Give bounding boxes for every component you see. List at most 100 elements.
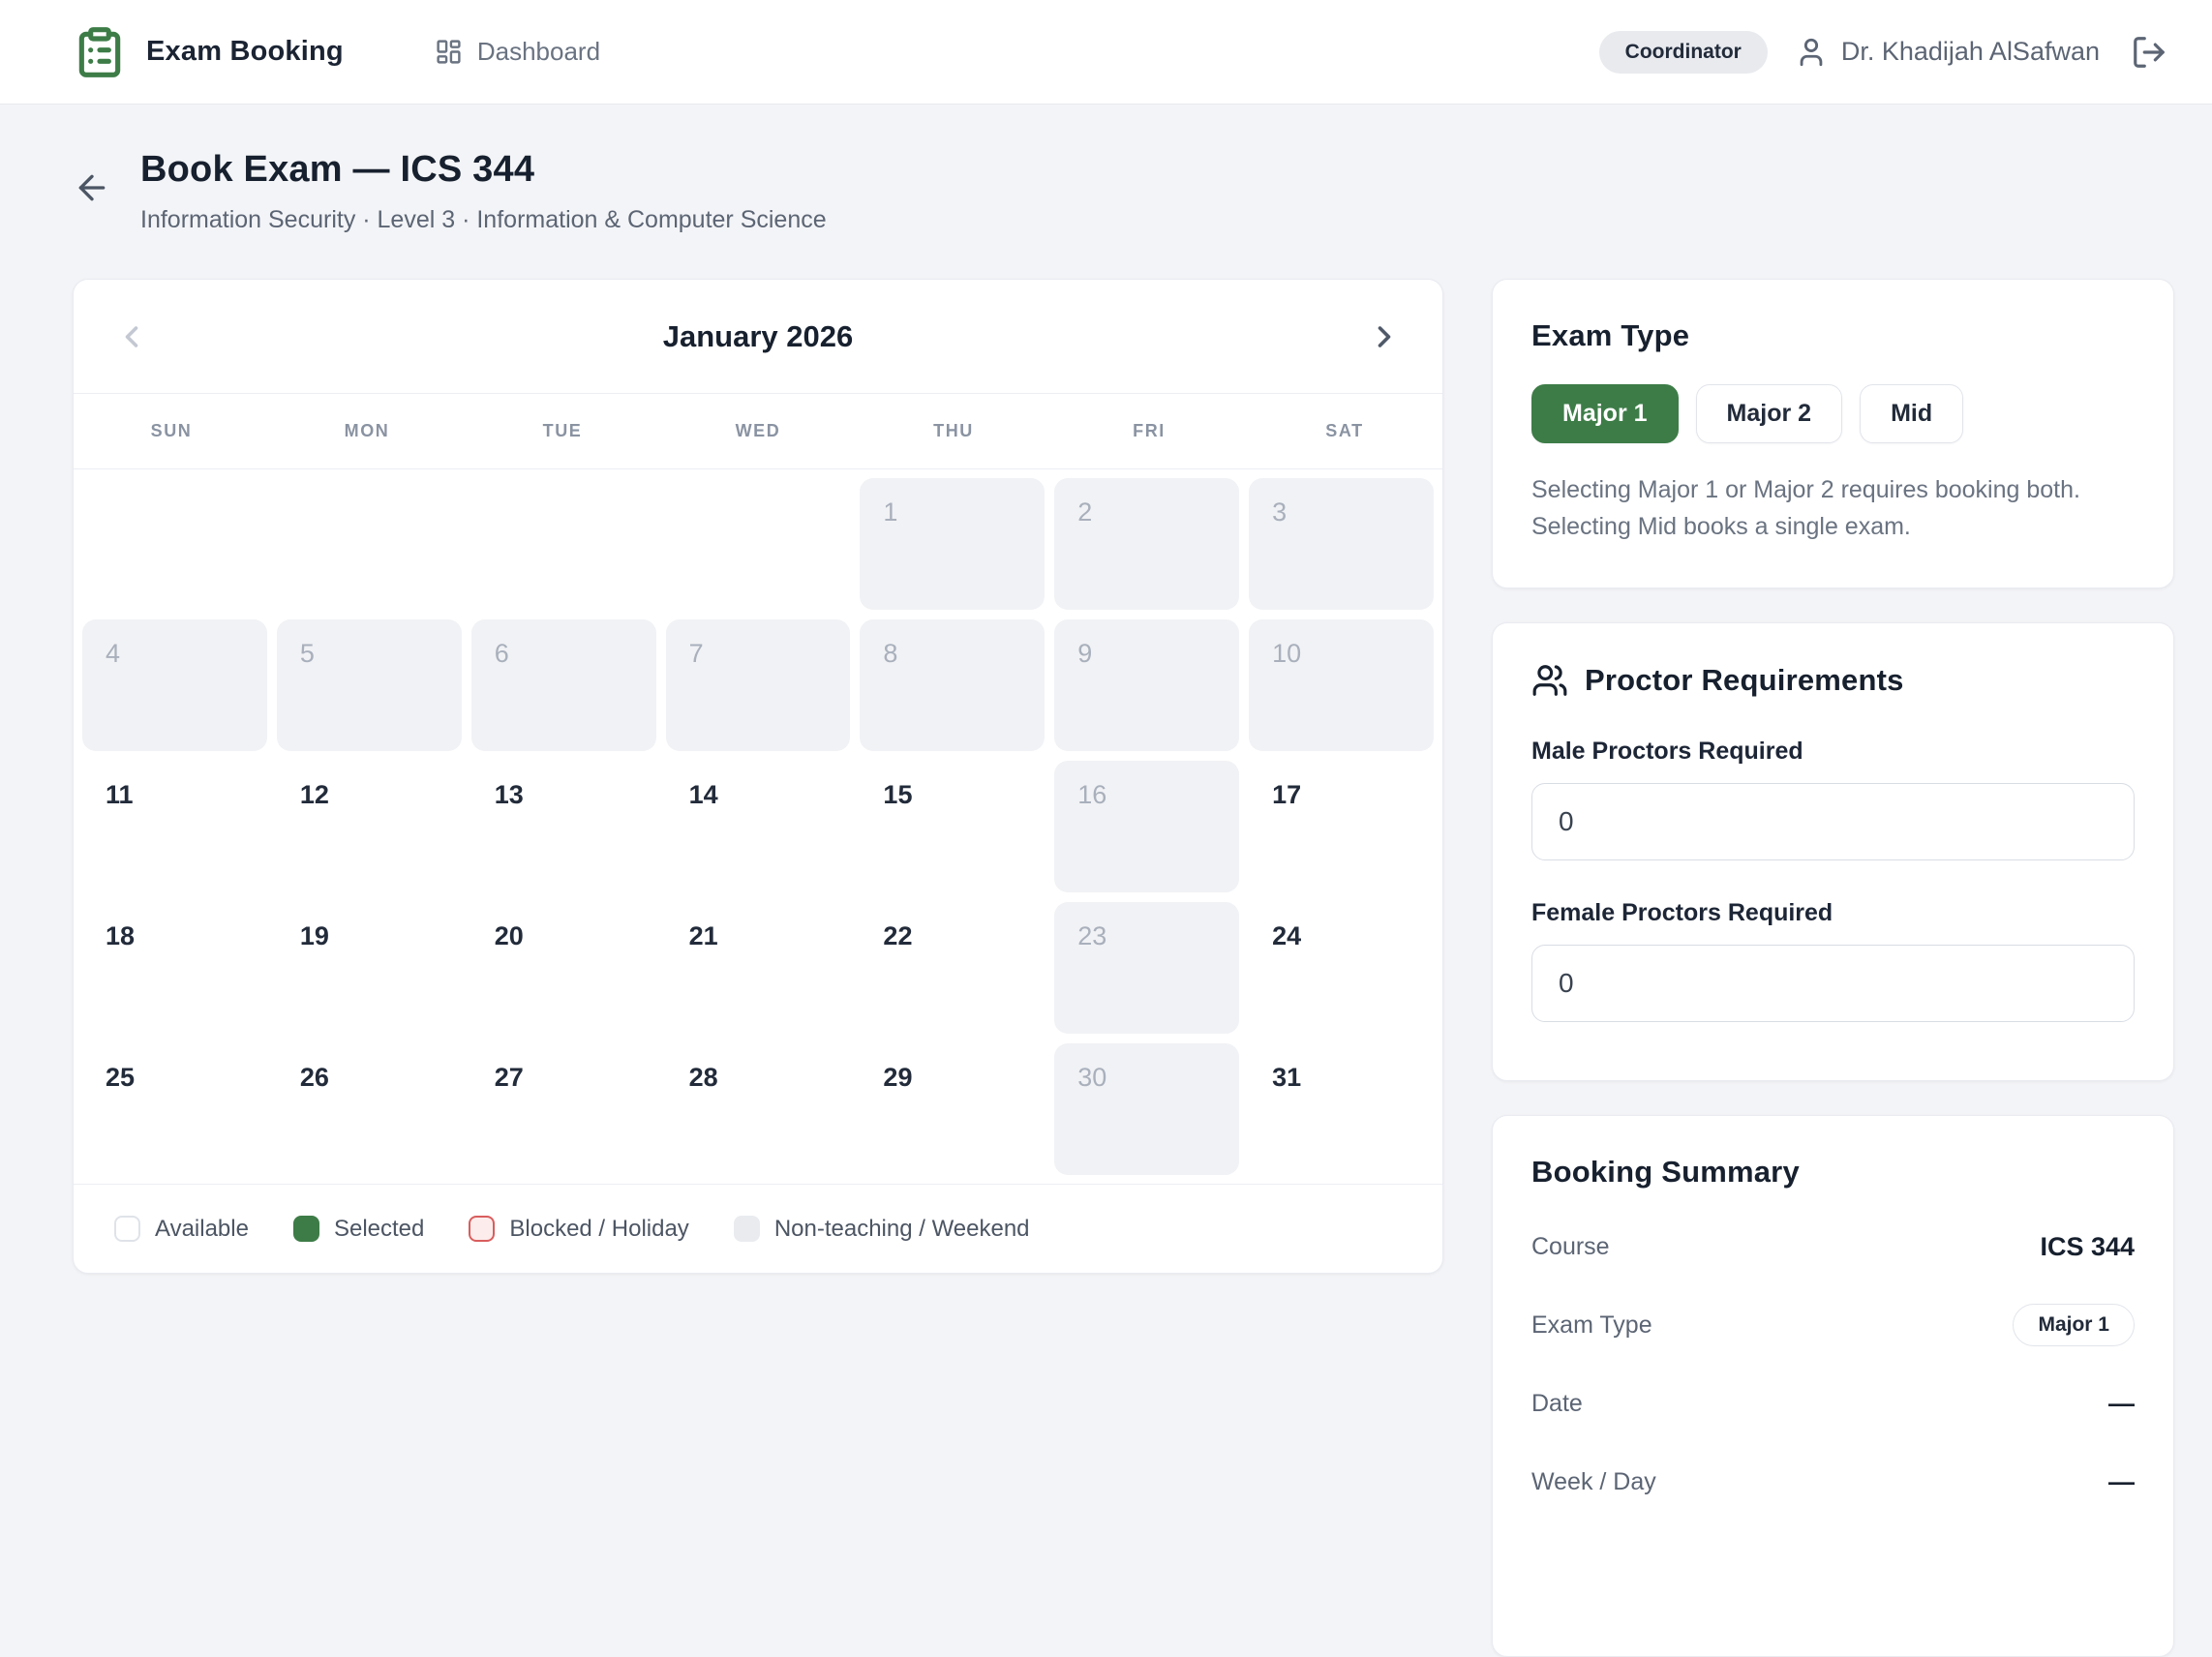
calendar-day-31[interactable]: 31 bbox=[1249, 1043, 1434, 1175]
chevron-left-icon bbox=[114, 319, 149, 354]
legend-item-available: Available bbox=[114, 1216, 249, 1243]
users-icon bbox=[1531, 662, 1568, 699]
calendar-day-2: 2 bbox=[1054, 478, 1240, 610]
chevron-right-icon bbox=[1367, 319, 1402, 354]
legend-label: Blocked / Holiday bbox=[509, 1215, 689, 1242]
calendar-day-12[interactable]: 12 bbox=[276, 761, 462, 892]
calendar-day-27[interactable]: 27 bbox=[470, 1043, 656, 1175]
exam-type-button-major-1[interactable]: Major 1 bbox=[1531, 384, 1679, 443]
weekday-label-thu: THU bbox=[933, 421, 974, 440]
summary-row-exam-type: Exam Type Major 1 bbox=[1531, 1304, 2135, 1346]
calendar-day-29[interactable]: 29 bbox=[860, 1043, 1045, 1175]
legend-item-blocked: Blocked / Holiday bbox=[469, 1215, 689, 1243]
booking-summary-rows: Course ICS 344 Exam Type Major 1 Date — Week /… bbox=[1531, 1225, 2135, 1503]
calendar-day-10: 10 bbox=[1249, 619, 1434, 751]
calendar-grid: 1 2 3 4 5 6 7 8 9 10 11 12 13 14 15 16 17 18 19 20 21 22 23 24 2… bbox=[74, 469, 1442, 1184]
calendar-day-24[interactable]: 24 bbox=[1249, 902, 1434, 1034]
exam-type-options: Major 1 Major 2 Mid bbox=[1531, 384, 2135, 443]
calendar-month-title: January 2026 bbox=[662, 318, 854, 353]
calendar-day-19[interactable]: 19 bbox=[276, 902, 462, 1034]
summary-label: Date bbox=[1531, 1389, 1583, 1417]
female-proctors-input[interactable] bbox=[1531, 945, 2135, 1022]
calendar-day-18[interactable]: 18 bbox=[82, 902, 267, 1034]
user-icon bbox=[1795, 36, 1828, 69]
exam-type-button-mid[interactable]: Mid bbox=[1860, 384, 1964, 443]
summary-label: Course bbox=[1531, 1232, 1610, 1260]
calendar-day-28[interactable]: 28 bbox=[665, 1043, 851, 1175]
nav-dashboard[interactable]: Dashboard bbox=[435, 37, 600, 67]
calendar-prev-month-button[interactable] bbox=[106, 312, 157, 362]
legend-swatch-blocked bbox=[469, 1216, 496, 1242]
summary-value: Major 1 bbox=[2013, 1304, 2135, 1346]
calendar-day-7: 7 bbox=[665, 619, 851, 751]
calendar-day-8: 8 bbox=[860, 619, 1045, 751]
calendar-day-30: 30 bbox=[1054, 1043, 1240, 1175]
exam-type-heading: Exam Type bbox=[1531, 318, 1690, 352]
day-number: 25 bbox=[106, 1063, 136, 1092]
page-title: Book Exam — ICS 344 bbox=[140, 149, 535, 190]
day-number: 27 bbox=[494, 1063, 524, 1092]
calendar-empty-cell bbox=[666, 478, 851, 610]
main-content: Book Exam — ICS 344 Information Security… bbox=[0, 105, 2212, 1657]
day-number: 24 bbox=[1272, 921, 1302, 950]
day-number: 2 bbox=[1077, 497, 1093, 527]
day-number: 18 bbox=[106, 921, 136, 950]
calendar-day-15[interactable]: 15 bbox=[860, 761, 1045, 892]
calendar-legend: Available Selected Blocked / Holiday Non-te… bbox=[74, 1184, 1442, 1273]
calendar-day-13[interactable]: 13 bbox=[470, 761, 656, 892]
day-number: 11 bbox=[106, 780, 134, 809]
legend-label: Selected bbox=[333, 1215, 425, 1242]
user-chip: Dr. Khadijah AlSafwan bbox=[1795, 36, 2100, 69]
logout-icon bbox=[2131, 34, 2167, 71]
calendar-day-20[interactable]: 20 bbox=[470, 902, 656, 1034]
day-number: 7 bbox=[688, 639, 704, 668]
app-brand: Exam Booking bbox=[73, 25, 344, 79]
exam-type-card: Exam Type Major 1 Major 2 Mid Selecting Ma… bbox=[1492, 279, 2174, 588]
legend-label: Available bbox=[155, 1215, 249, 1242]
back-button[interactable] bbox=[73, 168, 111, 207]
calendar-day-23: 23 bbox=[1054, 902, 1240, 1034]
day-number: 13 bbox=[494, 780, 524, 809]
calendar-day-9: 9 bbox=[1054, 619, 1240, 751]
day-number: 3 bbox=[1272, 497, 1288, 527]
weekday-label-sun: SUN bbox=[150, 421, 193, 440]
calendar-day-25[interactable]: 25 bbox=[82, 1043, 267, 1175]
summary-row-date: Date — bbox=[1531, 1382, 2135, 1425]
calendar-day-14[interactable]: 14 bbox=[665, 761, 851, 892]
legend-item-selected: Selected bbox=[292, 1215, 425, 1243]
top-bar: Exam Booking Dashboard Coordinator Dr. K… bbox=[0, 0, 2212, 105]
calendar-day-26[interactable]: 26 bbox=[276, 1043, 462, 1175]
calendar-day-16: 16 bbox=[1054, 761, 1240, 892]
weekday-row: SUN MON TUE WED THU FRI SAT bbox=[74, 394, 1442, 469]
exam-type-helper-text: Selecting Major 1 or Major 2 requires bo… bbox=[1531, 476, 2080, 540]
app-title: Exam Booking bbox=[146, 36, 344, 67]
user-name: Dr. Khadijah AlSafwan bbox=[1840, 37, 2100, 66]
calendar-day-11[interactable]: 11 bbox=[82, 761, 267, 892]
weekday-label-mon: MON bbox=[344, 421, 390, 440]
calendar-day-22[interactable]: 22 bbox=[860, 902, 1045, 1034]
day-number: 10 bbox=[1272, 639, 1302, 668]
female-proctors-label: Female Proctors Required bbox=[1531, 899, 1833, 926]
page-subtitle: Information Security · Level 3 · Informa… bbox=[140, 206, 827, 233]
calendar-next-month-button[interactable] bbox=[1359, 312, 1409, 362]
calendar-day-5: 5 bbox=[276, 619, 462, 751]
day-number: 17 bbox=[1272, 780, 1302, 809]
proctor-requirements-card: Proctor Requirements Male Proctors Requi… bbox=[1492, 622, 2174, 1081]
calendar-day-3: 3 bbox=[1249, 478, 1434, 610]
weekday-label-wed: WED bbox=[735, 421, 781, 440]
calendar-day-21[interactable]: 21 bbox=[665, 902, 851, 1034]
legend-swatch-selected bbox=[292, 1216, 319, 1242]
calendar-day-6: 6 bbox=[470, 619, 656, 751]
calendar-empty-cell bbox=[82, 478, 267, 610]
weekday-label-sat: SAT bbox=[1325, 421, 1364, 440]
logout-button[interactable] bbox=[2131, 34, 2167, 71]
exam-type-button-major-2[interactable]: Major 2 bbox=[1695, 384, 1843, 443]
day-number: 4 bbox=[106, 639, 121, 668]
summary-row-course: Course ICS 344 bbox=[1531, 1225, 2135, 1268]
male-proctors-input[interactable] bbox=[1531, 783, 2135, 860]
day-number: 22 bbox=[883, 921, 913, 950]
day-number: 15 bbox=[883, 780, 913, 809]
calendar-day-17[interactable]: 17 bbox=[1249, 761, 1434, 892]
dashboard-icon bbox=[435, 38, 463, 66]
